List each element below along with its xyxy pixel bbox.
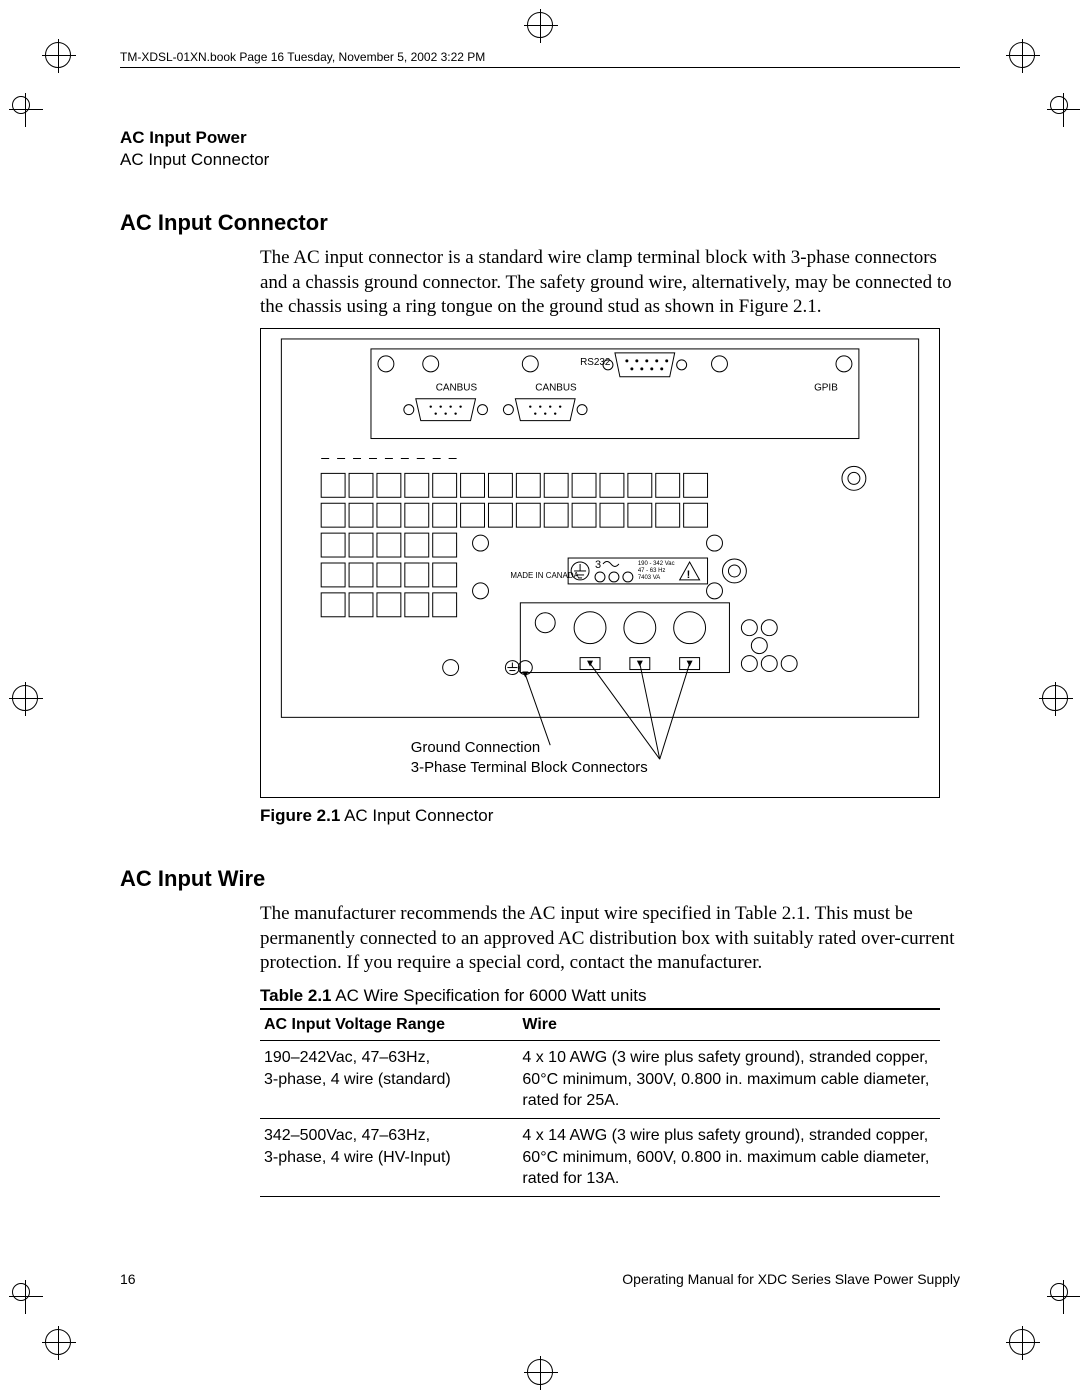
figure-caption: Figure 2.1 AC Input Connector <box>260 806 940 826</box>
label-rs232: RS232 <box>580 357 611 368</box>
table-cell: 4 x 10 AWG (3 wire plus safety ground), … <box>518 1041 940 1119</box>
reg-mark-ir-bot <box>1050 1283 1068 1301</box>
reg-mark-br <box>1009 1329 1035 1355</box>
chapter-subtitle: AC Input Connector <box>120 150 960 170</box>
wire-spec-table: AC Input Voltage Range Wire 190–242Vac, … <box>260 1008 940 1197</box>
table-col-1: Wire <box>518 1009 940 1041</box>
label-block: 3-Phase Terminal Block Connectors <box>411 759 648 776</box>
figure-ac-input-connector: RS232 GPIB CANBUS CANBUS <box>260 328 940 798</box>
reg-mark-il-top <box>12 96 30 114</box>
reg-mark-bl <box>45 1329 71 1355</box>
reg-mark-tr <box>1009 42 1035 68</box>
reg-mark-ml <box>12 685 38 711</box>
table-caption: Table 2.1 AC Wire Specification for 6000… <box>260 986 960 1006</box>
page-number: 16 <box>120 1271 136 1287</box>
reg-mark-bc <box>527 1359 553 1385</box>
reg-mark-mr <box>1042 685 1068 711</box>
label-canbus2: CANBUS <box>535 383 577 394</box>
section-title-connector: AC Input Connector <box>120 210 960 236</box>
label-rating2: 47 - 63 Hz <box>638 568 666 574</box>
label-rating3: 7403 VA <box>638 575 660 581</box>
figure-caption-text: AC Input Connector <box>340 806 493 825</box>
label-rating1: 190 - 342 Vac <box>638 561 675 567</box>
footer-right: Operating Manual for XDC Series Slave Po… <box>622 1271 960 1287</box>
chapter-title: AC Input Power <box>120 128 960 148</box>
reg-mark-ir-top <box>1050 96 1068 114</box>
section1-paragraph: The AC input connector is a standard wir… <box>120 246 960 320</box>
label-made-in: MADE IN CANADA <box>510 571 579 580</box>
svg-text:!: ! <box>687 569 691 581</box>
section-title-wire: AC Input Wire <box>120 866 960 892</box>
table-caption-bold: Table 2.1 <box>260 986 332 1005</box>
label-canbus1: CANBUS <box>436 383 478 394</box>
table-cell: 190–242Vac, 47–63Hz,3-phase, 4 wire (sta… <box>260 1041 518 1119</box>
table-caption-text: AC Wire Specification for 6000 Watt unit… <box>332 986 647 1005</box>
book-header: TM-XDSL-01XN.book Page 16 Tuesday, Novem… <box>120 50 960 68</box>
label-gpib: GPIB <box>814 383 838 394</box>
figure-caption-bold: Figure 2.1 <box>260 806 340 825</box>
label-ground: Ground Connection <box>411 739 540 756</box>
svg-text:3: 3 <box>595 559 601 571</box>
reg-mark-il-bot <box>12 1283 30 1301</box>
reg-mark-tl <box>45 42 71 68</box>
section2-paragraph: The manufacturer recommends the AC input… <box>120 902 960 976</box>
table-cell: 4 x 14 AWG (3 wire plus safety ground), … <box>518 1118 940 1196</box>
reg-mark-tc <box>527 12 553 38</box>
table-cell: 342–500Vac, 47–63Hz,3-phase, 4 wire (HV-… <box>260 1118 518 1196</box>
table-col-0: AC Input Voltage Range <box>260 1009 518 1041</box>
